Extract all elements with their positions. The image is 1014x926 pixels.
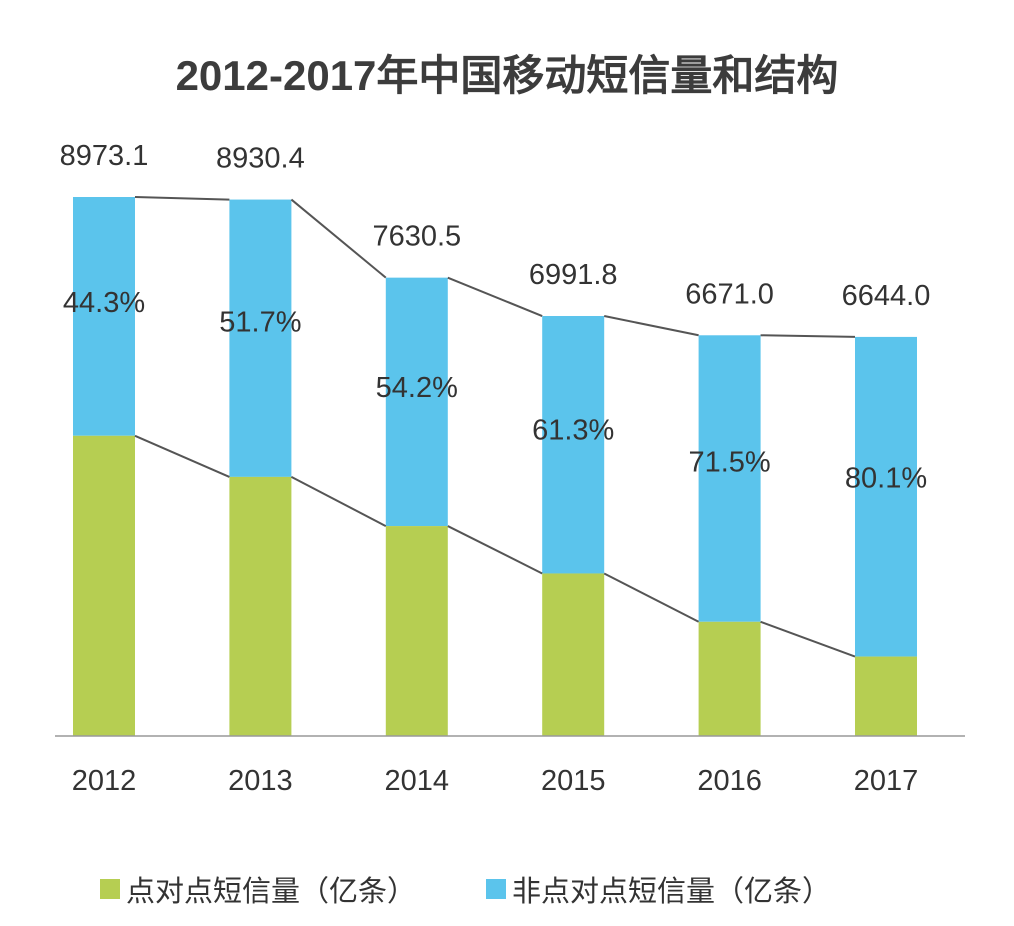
legend-label-non-p2p: 非点对点短信量（亿条） [512,876,832,908]
legend-swatch-p2p [100,879,120,899]
p2p-connector-line [447,525,543,575]
share-label-2015: 61.3% [532,414,614,446]
x-tick-2013: 2013 [228,765,293,797]
bar-non-p2p-2012 [73,197,135,436]
chart-title: 2012-2017年中国移动短信量和结构 [175,52,839,99]
total-label-2015: 6991.8 [529,259,618,291]
bar-p2p-2013 [229,476,292,736]
total-label-2013: 8930.4 [216,143,305,175]
total-connector-line [604,315,699,337]
share-label-2012: 44.3% [63,287,145,319]
bar-non-p2p-2013 [229,199,292,477]
legend-item-non-p2p: 非点对点短信量（亿条） [486,868,831,910]
legend-item-p2p: 点对点短信量（亿条） [100,868,416,910]
total-label-2012: 8973.1 [60,140,149,172]
total-connector-line [760,334,856,338]
bar-p2p-2017 [855,656,917,736]
bar-p2p-2012 [73,435,135,736]
total-connector-line [447,276,543,317]
bar-p2p-2016 [698,621,761,736]
bar-non-p2p-2017 [855,336,917,657]
share-label-2013: 51.7% [219,307,301,339]
p2p-connector-line [134,434,230,478]
x-tick-2014: 2014 [385,765,450,797]
total-label-2014: 7630.5 [372,221,461,253]
legend: 点对点短信量（亿条） 非点对点短信量（亿条） [100,868,831,910]
total-connector-line [134,196,230,201]
share-label-2017: 80.1% [845,463,927,495]
x-tick-2012: 2012 [72,765,137,797]
bar-non-p2p-2016 [698,335,761,622]
x-tick-2015: 2015 [541,765,606,797]
x-tick-2017: 2017 [854,765,919,797]
bar-non-p2p-2015 [542,316,605,574]
bar-non-p2p-2014 [385,277,448,527]
legend-swatch-non-p2p [486,879,507,899]
x-tick-2016: 2016 [697,765,762,797]
bar-p2p-2015 [542,573,605,736]
total-label-2017: 6644.0 [842,280,931,312]
total-connector-line [290,198,387,279]
p2p-connector-line [603,572,700,623]
legend-label-p2p: 点对点短信量（亿条） [126,876,417,908]
total-label-2016: 6671.0 [685,278,774,310]
p2p-connector-line [760,620,856,658]
share-label-2016: 71.5% [688,446,770,478]
p2p-connector-line [290,476,387,527]
bar-p2p-2014 [385,526,448,736]
share-label-2014: 54.2% [376,372,458,404]
plot-area: 8973.1 44.3% 2012 8930.4 51.7% 2013 7630.5 54.2… [55,140,965,797]
